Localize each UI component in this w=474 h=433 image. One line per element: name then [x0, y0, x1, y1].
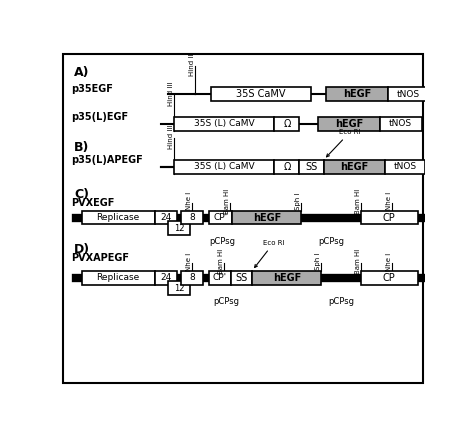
Text: Hind III: Hind III [168, 81, 174, 106]
Text: SS: SS [235, 272, 247, 283]
Text: Ω: Ω [283, 162, 291, 172]
Bar [210, 87, 310, 101]
Text: p35(L)APEGF: p35(L)APEGF [71, 155, 143, 165]
Text: tNOS: tNOS [394, 162, 417, 171]
Text: Replicase: Replicase [97, 273, 140, 282]
Bar [252, 271, 321, 284]
Text: hEGF: hEGF [335, 119, 363, 129]
Text: Nhe I: Nhe I [385, 192, 392, 210]
Text: Nhe I: Nhe I [385, 252, 392, 271]
Bar [209, 271, 231, 284]
Text: PVXEGF: PVXEGF [71, 198, 115, 208]
Bar [319, 116, 380, 130]
Text: Ω: Ω [283, 119, 291, 129]
Bar [361, 271, 419, 284]
Text: Bam HI: Bam HI [219, 249, 225, 274]
Text: Bam HI: Bam HI [224, 189, 230, 214]
Text: 8: 8 [189, 273, 195, 282]
Text: Sph I: Sph I [295, 193, 301, 210]
Text: pCPsg: pCPsg [213, 297, 239, 306]
Bar [324, 160, 385, 174]
Text: Replicase: Replicase [97, 213, 140, 222]
Text: Hind III: Hind III [168, 124, 174, 149]
Text: Eco RI: Eco RI [327, 129, 361, 157]
Text: Nhe I: Nhe I [186, 252, 192, 271]
Text: B): B) [74, 141, 90, 154]
Text: C): C) [74, 188, 89, 201]
Bar [155, 210, 177, 224]
Text: pCPsg: pCPsg [209, 237, 235, 246]
Text: Hind III: Hind III [189, 52, 195, 77]
Text: A): A) [74, 66, 90, 79]
Text: Nhe I: Nhe I [186, 192, 192, 210]
Bar [209, 210, 232, 224]
Bar [385, 160, 425, 174]
Text: Sph I: Sph I [316, 252, 321, 270]
Text: Bam HI: Bam HI [355, 249, 361, 274]
Text: 24: 24 [160, 273, 172, 282]
Bar [182, 210, 203, 224]
Text: PVXAPEGF: PVXAPEGF [71, 253, 129, 263]
Text: 35S (L) CaMV: 35S (L) CaMV [194, 119, 255, 128]
Text: 12: 12 [174, 284, 184, 293]
Text: hEGF: hEGF [340, 162, 369, 172]
Text: CP: CP [383, 272, 396, 283]
Bar [82, 271, 155, 284]
Bar [82, 210, 155, 224]
Text: 35S CaMV: 35S CaMV [236, 89, 285, 99]
Bar [231, 271, 252, 284]
Bar [274, 160, 299, 174]
Text: tNOS: tNOS [397, 90, 420, 99]
Bar [155, 271, 177, 284]
Text: CP': CP' [213, 273, 227, 282]
Bar [299, 160, 324, 174]
Text: 35S (L) CaMV: 35S (L) CaMV [194, 162, 255, 171]
Bar [182, 271, 203, 284]
Bar [361, 210, 419, 224]
Bar [380, 116, 422, 130]
Text: tNOS: tNOS [389, 119, 412, 128]
Text: 24: 24 [160, 213, 172, 222]
Text: hEGF: hEGF [343, 89, 371, 99]
Text: SS: SS [305, 162, 318, 172]
Text: pCPsg: pCPsg [328, 297, 355, 306]
Text: Eco RI: Eco RI [255, 240, 284, 268]
Bar [174, 160, 274, 174]
Bar [232, 210, 301, 224]
Text: CP': CP' [213, 213, 228, 222]
Text: 8: 8 [189, 213, 195, 222]
Text: p35EGF: p35EGF [71, 84, 113, 94]
Text: Bam HI: Bam HI [355, 189, 361, 214]
Bar [174, 116, 274, 130]
Text: CP: CP [383, 213, 396, 223]
Bar [326, 87, 388, 101]
Bar [168, 221, 190, 235]
Text: hEGF: hEGF [253, 213, 281, 223]
Text: D): D) [74, 243, 91, 256]
Bar [388, 87, 430, 101]
Text: pCPsg: pCPsg [319, 237, 345, 246]
Text: 12: 12 [174, 224, 184, 233]
Bar [168, 281, 190, 295]
Text: p35(L)EGF: p35(L)EGF [71, 113, 128, 123]
Text: hEGF: hEGF [273, 272, 301, 283]
Bar [274, 116, 299, 130]
